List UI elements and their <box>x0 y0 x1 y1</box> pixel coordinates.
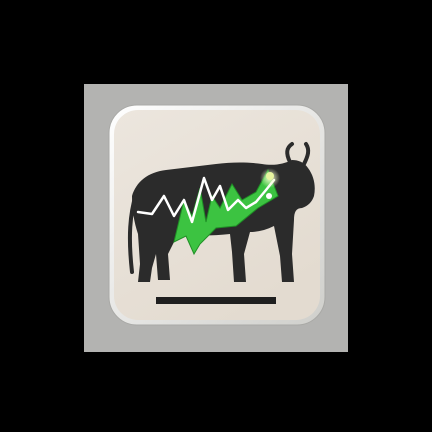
bull-market-icon <box>108 104 326 326</box>
app-icon-tile[interactable] <box>108 104 326 326</box>
peak-dot-icon <box>266 193 272 199</box>
trend-line <box>136 176 276 224</box>
baseline-bar <box>156 297 276 304</box>
bull-horns <box>285 142 311 166</box>
peak-highlight-icon <box>266 172 274 180</box>
bull-tail <box>127 192 138 274</box>
